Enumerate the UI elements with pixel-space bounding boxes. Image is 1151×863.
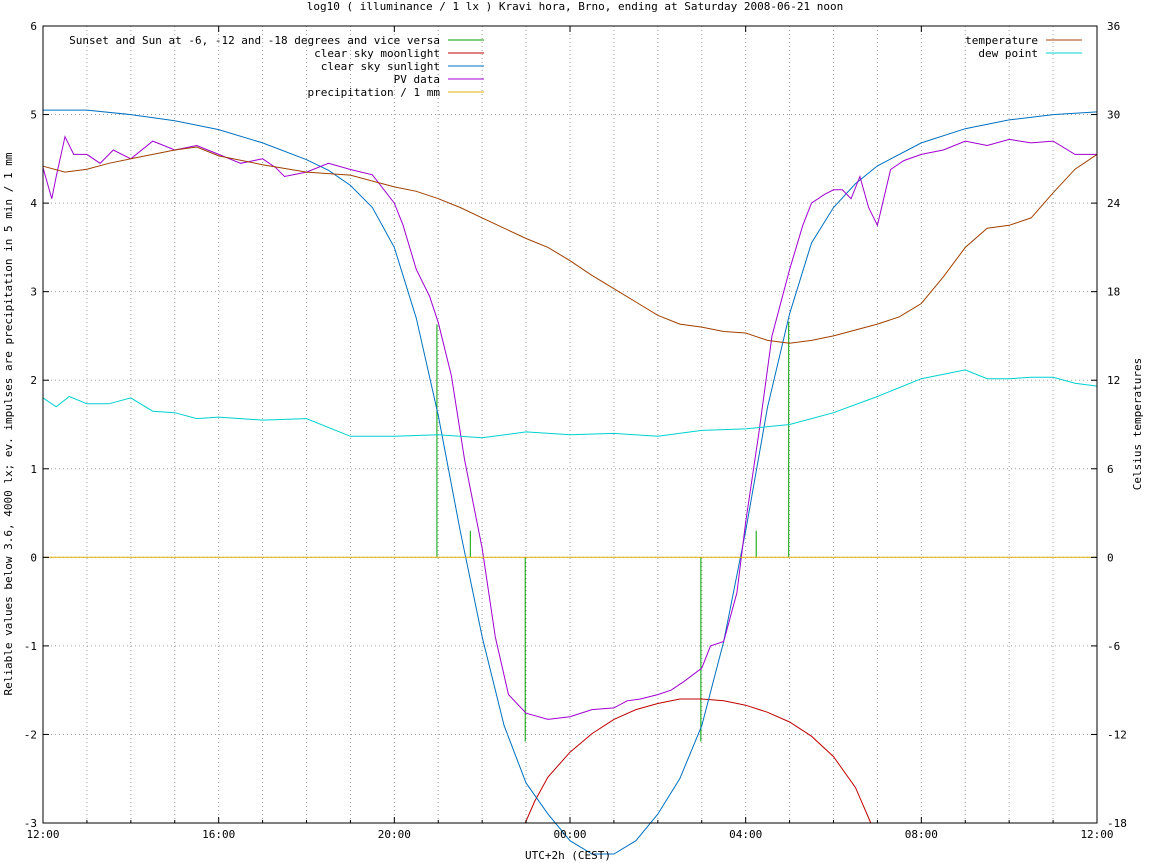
chart-title: log10 ( illuminance / 1 lx ) Kravi hora,… [307, 0, 843, 13]
y2-tick-label: 0 [1107, 551, 1114, 564]
y2-tick-label: -6 [1107, 640, 1120, 653]
x-tick-label: 04:00 [729, 828, 762, 841]
y-tick-label: 0 [30, 551, 37, 564]
x-tick-label: 12:00 [1080, 828, 1113, 841]
grid [43, 26, 1097, 823]
y2-axis-label: Celsius temperatures [1131, 358, 1144, 490]
y2-tick-label: 30 [1107, 109, 1120, 122]
x-tick-label: 20:00 [378, 828, 411, 841]
x-tick-label: 08:00 [905, 828, 938, 841]
legend-label: temperature [965, 34, 1038, 47]
legend-label: clear sky sunlight [321, 60, 440, 73]
x-tick-label: 00:00 [553, 828, 586, 841]
x-axis-label: UTC+2h (CEST) [525, 849, 611, 862]
y2-tick-label: 18 [1107, 286, 1120, 299]
series-6-line [42, 369, 1098, 439]
legend-label: precipitation / 1 mm [308, 86, 441, 99]
y-tick-label: -3 [24, 817, 37, 830]
y-tick-label: 2 [30, 374, 37, 387]
y-tick-label: 4 [30, 197, 37, 210]
legend: Sunset and Sun at -6, -12 and -18 degree… [69, 34, 1082, 99]
series-3-line [42, 135, 1097, 720]
series-1-line [524, 698, 872, 824]
y2-tick-label: 12 [1107, 374, 1120, 387]
y2-tick-label: -18 [1107, 817, 1127, 830]
y2-tick-label: 6 [1107, 463, 1114, 476]
plot-frame [42, 25, 1098, 824]
legend-label: PV data [394, 73, 440, 86]
x-tick-label: 16:00 [202, 828, 235, 841]
y-tick-label: -1 [24, 640, 37, 653]
x-tick-label: 12:00 [26, 828, 59, 841]
y-tick-label: 3 [30, 286, 37, 299]
y-tick-label: 6 [30, 20, 37, 33]
y-tick-label: 1 [30, 463, 37, 476]
series-5-line [42, 146, 1098, 344]
legend-label: clear sky moonlight [314, 47, 440, 60]
ticks: 12:00 16:00 20:00 00:00 04:00 08:00 12:00-3-2-… [24, 20, 1127, 841]
y2-tick-label: 24 [1107, 197, 1121, 210]
y-tick-label: 5 [30, 109, 37, 122]
y2-tick-label: 36 [1107, 20, 1120, 33]
y-tick-label: -2 [24, 728, 37, 741]
series-layer [42, 109, 1098, 855]
y2-tick-label: -12 [1107, 728, 1127, 741]
series-2-line [43, 109, 1098, 855]
legend-label: Sunset and Sun at -6, -12 and -18 degree… [69, 34, 440, 47]
legend-label: dew point [978, 47, 1038, 60]
y-axis-label: Reliable values below 3.6, 4000 lx; ev. … [2, 152, 15, 695]
